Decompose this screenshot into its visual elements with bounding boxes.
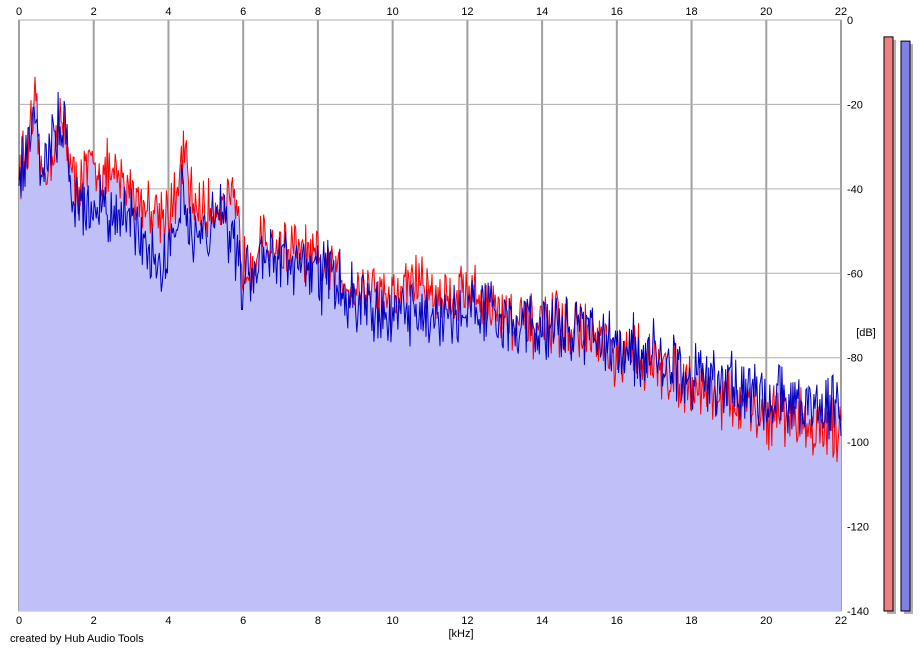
series-lines [18, 76, 842, 463]
x-tick-label-top: 16 [611, 6, 623, 18]
x-tick-label-bottom: 20 [760, 615, 772, 627]
y-tick-label: -120 [847, 522, 869, 534]
series-line-blue [18, 91, 842, 440]
x-tick-label-bottom: 10 [387, 615, 399, 627]
x-axis-label: [kHz] [448, 628, 473, 640]
y-tick-label: -100 [847, 437, 869, 449]
series-line-red [18, 76, 842, 463]
x-tick-label-bottom: 22 [835, 615, 847, 627]
y-tick-label: 0 [847, 15, 853, 27]
x-tick-label-bottom: 6 [240, 615, 246, 627]
x-ticks-bottom: 0 2 4 6 8 10 12 14 16 18 20 22 [16, 615, 847, 627]
x-ticks-top: 0 2 4 6 8 10 12 14 16 18 20 22 [16, 6, 847, 18]
y-tick-label: -60 [847, 268, 863, 280]
x-tick-label-bottom: 14 [536, 615, 548, 627]
x-tick-label-bottom: 16 [611, 615, 623, 627]
y-axis-label: [dB] [856, 327, 876, 339]
x-tick-label-bottom: 18 [685, 615, 697, 627]
x-tick-label-bottom: 12 [461, 615, 473, 627]
x-tick-label-top: 6 [240, 6, 246, 18]
x-tick-label-top: 22 [835, 6, 847, 18]
level-meter-bar [900, 40, 911, 612]
x-tick-label-bottom: 8 [315, 615, 321, 627]
x-tick-label-top: 2 [91, 6, 97, 18]
credit-text: created by Hub Audio Tools [10, 633, 144, 645]
y-tick-label: -20 [847, 99, 863, 111]
level-meters [883, 36, 913, 615]
x-tick-label-bottom: 4 [165, 615, 171, 627]
y-ticks: 0 -20 -40 -60 -80 -100 -120 -140 [847, 15, 869, 618]
x-tick-label-bottom: 2 [91, 615, 97, 627]
x-tick-label-top: 4 [165, 6, 171, 18]
x-tick-label-top: 14 [536, 6, 548, 18]
x-tick-label-top: 18 [685, 6, 697, 18]
level-meter-bar [883, 36, 894, 612]
x-tick-label-top: 10 [387, 6, 399, 18]
x-tick-label-top: 0 [16, 6, 22, 18]
y-tick-label: -40 [847, 184, 863, 196]
y-tick-label: -140 [847, 606, 869, 618]
x-tick-label-bottom: 0 [16, 615, 22, 627]
x-tick-label-top: 20 [760, 6, 772, 18]
x-tick-label-top: 12 [461, 6, 473, 18]
y-tick-label: -80 [847, 353, 863, 365]
x-tick-label-top: 8 [315, 6, 321, 18]
